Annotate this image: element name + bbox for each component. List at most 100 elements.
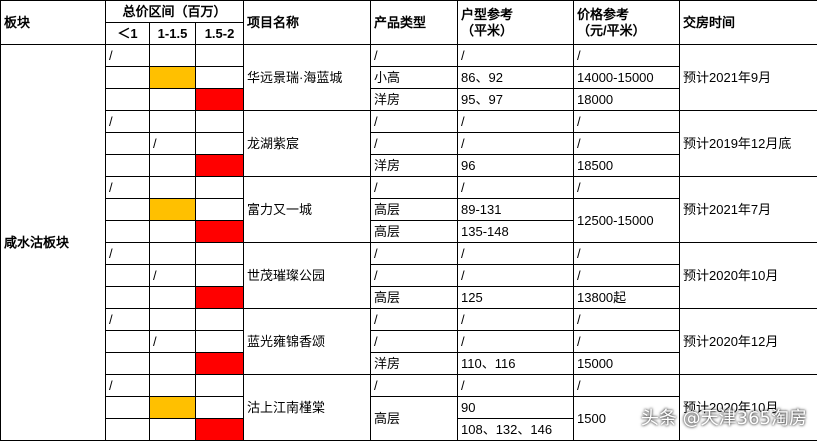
unit-size-cell: 108、132、146 <box>458 419 574 441</box>
range-1.5-2-cell <box>196 309 244 331</box>
range-1.5-2-cell <box>196 89 244 111</box>
unit-size-cell: / <box>458 133 574 155</box>
range-1-1.5-cell <box>150 155 196 177</box>
range-lt1-cell <box>106 221 150 243</box>
product-type-cell: / <box>371 177 458 199</box>
range-1-1.5-cell <box>150 353 196 375</box>
unit-size-cell: / <box>458 309 574 331</box>
unit-size-cell: 89-131 <box>458 199 574 221</box>
price-cell: / <box>574 177 680 199</box>
range-1.5-2-cell <box>196 397 244 419</box>
price-cell: / <box>574 265 680 287</box>
header-price: 价格参考 （元/平米） <box>574 1 680 45</box>
range-lt1-cell <box>106 287 150 309</box>
price-cell: 18500 <box>574 155 680 177</box>
header-region: 板块 <box>1 1 106 45</box>
range-lt1-cell <box>106 353 150 375</box>
price-cell: / <box>574 133 680 155</box>
price-cell: / <box>574 309 680 331</box>
price-cell: / <box>574 45 680 67</box>
product-type-cell: 洋房 <box>371 353 458 375</box>
delivery-cell: 预计2021年9月 <box>680 45 817 111</box>
unit-size-cell: / <box>458 45 574 67</box>
range-1-1.5-cell <box>150 309 196 331</box>
range-1.5-2-cell <box>196 67 244 89</box>
price-cell: 15000 <box>574 353 680 375</box>
range-1.5-2-cell <box>196 265 244 287</box>
unit-size-cell: / <box>458 265 574 287</box>
range-1.5-2-cell <box>196 353 244 375</box>
table-row: 咸水沽板块/华远景瑞·海蓝城///预计2021年9月 <box>1 45 817 67</box>
range-lt1-cell <box>106 89 150 111</box>
header-price-line1: 价格参考 <box>577 7 679 23</box>
range-1-1.5-cell <box>150 375 196 397</box>
range-1.5-2-cell <box>196 199 244 221</box>
price-cell: 12500-15000 <box>574 199 680 243</box>
header-price-range: 总价区间（百万） <box>106 1 244 23</box>
product-type-cell: / <box>371 375 458 397</box>
product-type-cell: 高层 <box>371 287 458 309</box>
unit-size-cell: / <box>458 375 574 397</box>
product-type-cell: 小高 <box>371 67 458 89</box>
range-1.5-2-cell <box>196 155 244 177</box>
range-lt1-cell: / <box>106 177 150 199</box>
range-lt1-cell: / <box>106 45 150 67</box>
product-type-cell: 高层 <box>371 199 458 221</box>
range-1-1.5-cell: / <box>150 133 196 155</box>
unit-size-cell: / <box>458 243 574 265</box>
header-delivery: 交房时间 <box>680 1 817 45</box>
delivery-cell: 预计2020年10月 <box>680 243 817 309</box>
range-lt1-cell <box>106 419 150 441</box>
product-type-cell: / <box>371 45 458 67</box>
product-type-cell: 高层 <box>371 397 458 441</box>
project-name: 龙湖紫宸 <box>244 111 371 177</box>
region-cell: 咸水沽板块 <box>1 45 106 441</box>
table-row: /沽上江南槿棠///预计2020年10月 <box>1 375 817 397</box>
range-1.5-2-cell <box>196 375 244 397</box>
header-row-1: 板块 总价区间（百万） 项目名称 产品类型 户型参考 （平米） 价格参考 （元/… <box>1 1 817 23</box>
header-unit-line2: （平米） <box>461 23 573 39</box>
range-1-1.5-cell: / <box>150 331 196 353</box>
product-type-cell: 洋房 <box>371 155 458 177</box>
range-1.5-2-cell <box>196 133 244 155</box>
product-type-cell: / <box>371 265 458 287</box>
product-type-cell: 高层 <box>371 221 458 243</box>
project-name: 蓝光雍锦香颂 <box>244 309 371 375</box>
range-lt1-cell <box>106 397 150 419</box>
header-project: 项目名称 <box>244 1 371 45</box>
unit-size-cell: 125 <box>458 287 574 309</box>
delivery-cell: 预计2020年12月 <box>680 309 817 375</box>
unit-size-cell: / <box>458 177 574 199</box>
range-1-1.5-cell <box>150 243 196 265</box>
price-cell: / <box>574 243 680 265</box>
project-name: 华远景瑞·海蓝城 <box>244 45 371 111</box>
unit-size-cell: / <box>458 331 574 353</box>
unit-size-cell: 110、116 <box>458 353 574 375</box>
range-1.5-2-cell <box>196 45 244 67</box>
range-1.5-2-cell <box>196 331 244 353</box>
price-cell: / <box>574 375 680 397</box>
header-price-line2: （元/平米） <box>577 23 679 39</box>
table-row: /富力又一城///预计2021年7月 <box>1 177 817 199</box>
range-lt1-cell: / <box>106 111 150 133</box>
header-product-type: 产品类型 <box>371 1 458 45</box>
product-type-cell: / <box>371 133 458 155</box>
range-1.5-2-cell <box>196 177 244 199</box>
product-type-cell: / <box>371 331 458 353</box>
range-lt1-cell <box>106 133 150 155</box>
range-1.5-2-cell <box>196 221 244 243</box>
range-1.5-2-cell <box>196 287 244 309</box>
header-range-lt1: ＜1 <box>106 23 150 45</box>
product-type-cell: / <box>371 111 458 133</box>
unit-size-cell: 86、92 <box>458 67 574 89</box>
range-1.5-2-cell <box>196 243 244 265</box>
range-1-1.5-cell: / <box>150 265 196 287</box>
range-1-1.5-cell <box>150 45 196 67</box>
product-type-cell: / <box>371 309 458 331</box>
range-lt1-cell: / <box>106 375 150 397</box>
table-row: /世茂璀璨公园///预计2020年10月 <box>1 243 817 265</box>
table-row: /蓝光雍锦香颂///预计2020年12月 <box>1 309 817 331</box>
project-name: 世茂璀璨公园 <box>244 243 371 309</box>
range-1-1.5-cell <box>150 111 196 133</box>
